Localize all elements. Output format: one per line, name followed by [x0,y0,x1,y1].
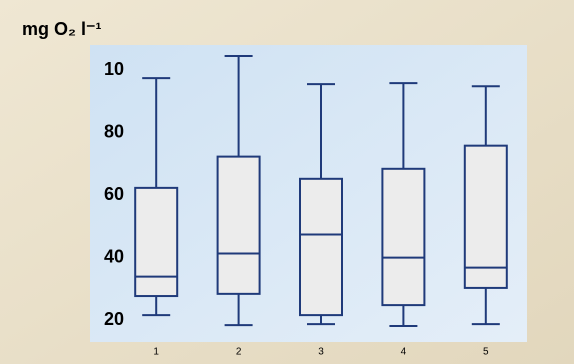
box [134,186,179,298]
y-tick-label: 80 [104,121,124,141]
box [381,167,426,307]
y-tick-label: 60 [104,184,124,204]
x-tick-label: 1 [153,347,159,358]
y-tick-label: 10 [104,59,124,79]
y-tick-label: 20 [104,309,124,329]
y-axis-label: mg O₂ l⁻¹ [22,19,102,39]
x-tick-label: 3 [318,347,324,358]
box [299,177,343,317]
y-tick-label: 40 [104,246,124,266]
box [463,144,508,289]
x-tick-label: 2 [236,347,242,358]
box [216,155,261,295]
x-tick-label: 4 [401,347,407,358]
x-tick-label: 5 [483,347,489,358]
